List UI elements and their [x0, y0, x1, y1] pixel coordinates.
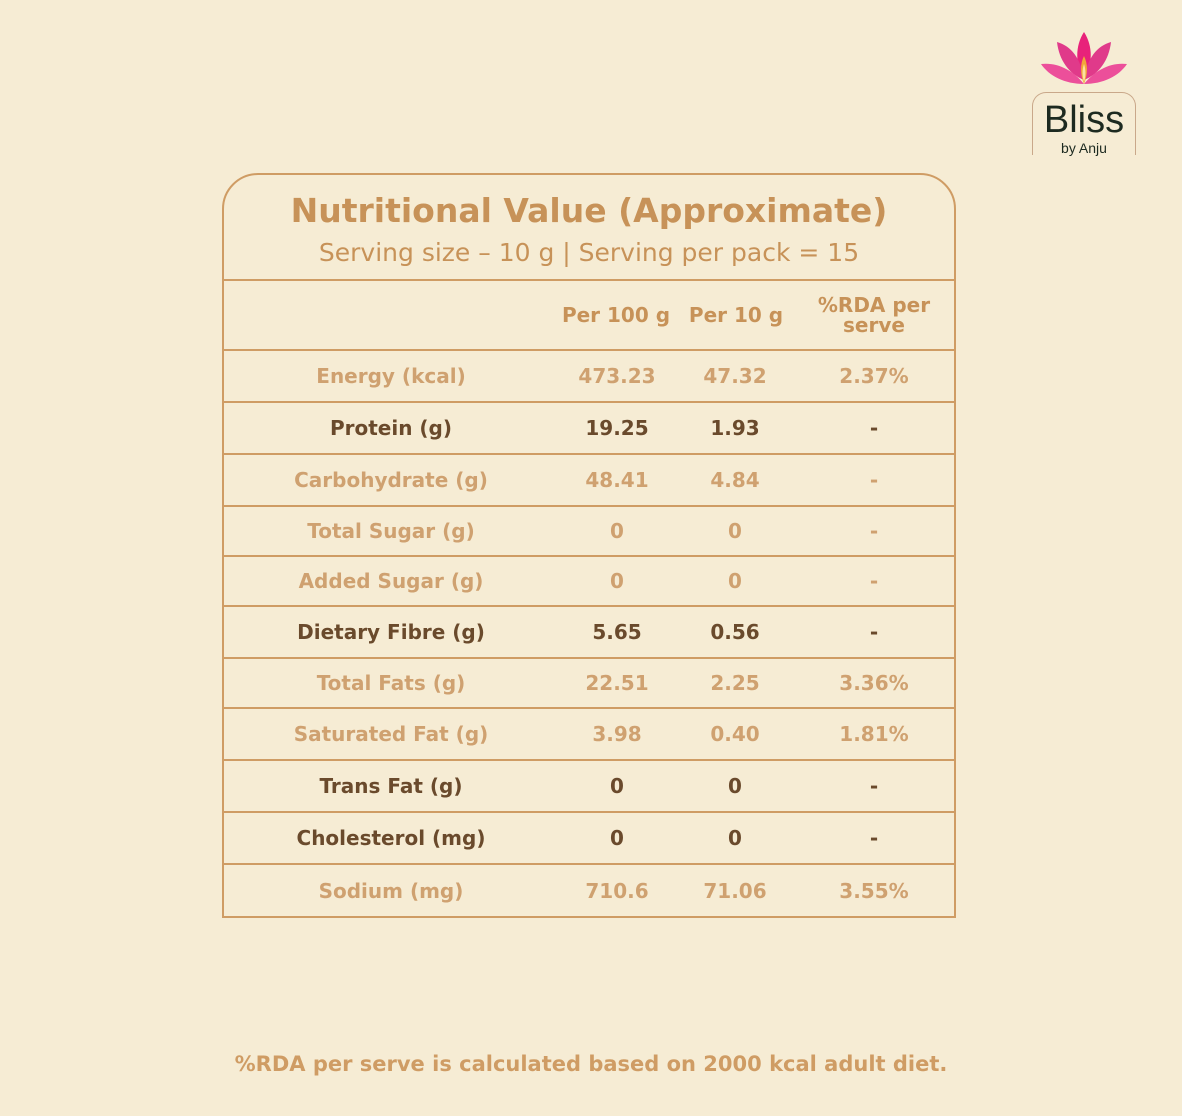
nutrient-name: Dietary Fibre (g) — [297, 620, 485, 644]
value-rda: - — [869, 519, 879, 543]
brand-logo: Bliss by Anju — [1030, 28, 1138, 158]
value-rda: - — [869, 774, 879, 798]
row-divider — [224, 707, 954, 709]
value-per-100g: 3.98 — [592, 722, 642, 746]
table-header-row: Per 100 g Per 10 g %RDA per serve — [224, 281, 954, 349]
row-divider — [224, 349, 954, 351]
nutrient-name: Added Sugar (g) — [298, 569, 484, 593]
row-divider — [224, 555, 954, 557]
value-per-100g: 0 — [610, 826, 624, 850]
nutrient-name: Saturated Fat (g) — [293, 722, 489, 746]
table-row: Carbohydrate (g) 48.41 4.84 - — [224, 455, 954, 505]
row-divider — [224, 811, 954, 813]
value-per-100g: 5.65 — [592, 620, 642, 644]
table-row: Energy (kcal) 473.23 47.32 2.37% — [224, 351, 954, 401]
value-per-10g: 0 — [728, 569, 742, 593]
value-per-10g: 1.93 — [710, 416, 760, 440]
nutrient-name: Carbohydrate (g) — [294, 468, 488, 492]
row-divider — [224, 759, 954, 761]
value-rda: 3.55% — [839, 878, 909, 903]
nutrition-panel: Nutritional Value (Approximate) Serving … — [222, 173, 956, 918]
table-row: Protein (g) 19.25 1.93 - — [224, 403, 954, 453]
nutrient-name: Protein (g) — [329, 416, 453, 440]
nutrient-name: Cholesterol (mg) — [296, 826, 486, 850]
value-per-100g: 473.23 — [578, 364, 656, 388]
value-per-10g: 0 — [728, 774, 742, 798]
header-nutrient — [224, 281, 558, 349]
value-per-10g: 2.25 — [710, 671, 760, 695]
row-divider — [224, 505, 954, 507]
brand-tagline: by Anju — [1061, 140, 1107, 156]
brand-name: Bliss — [1043, 99, 1125, 141]
value-per-100g: 19.25 — [585, 416, 649, 440]
row-divider — [224, 401, 954, 403]
divider — [224, 279, 954, 281]
table-row: Cholesterol (mg) 0 0 - — [224, 813, 954, 863]
footnote: %RDA per serve is calculated based on 20… — [234, 1052, 948, 1076]
row-divider — [224, 453, 954, 455]
row-divider — [224, 657, 954, 659]
value-rda: - — [869, 569, 879, 593]
value-per-100g: 710.6 — [585, 878, 649, 903]
value-per-10g: 4.84 — [710, 468, 760, 492]
value-per-10g: 0.40 — [710, 722, 760, 746]
table-row: Added Sugar (g) 0 0 - — [224, 557, 954, 605]
table-row: Dietary Fibre (g) 5.65 0.56 - — [224, 607, 954, 657]
value-per-10g: 0 — [728, 826, 742, 850]
table-row: Total Fats (g) 22.51 2.25 3.36% — [224, 659, 954, 707]
nutrient-name: Total Sugar (g) — [307, 519, 475, 543]
row-divider — [224, 605, 954, 607]
value-per-100g: 0 — [610, 774, 624, 798]
value-per-10g: 47.32 — [703, 364, 767, 388]
value-per-10g: 0 — [728, 519, 742, 543]
header-rda: %RDA per serve — [817, 293, 931, 337]
value-per-10g: 0.56 — [710, 620, 760, 644]
value-per-100g: 0 — [610, 519, 624, 543]
nutrient-name: Energy (kcal) — [316, 364, 466, 388]
table-row: Sodium (mg) 710.6 71.06 3.55% — [224, 865, 954, 916]
value-rda: 2.37% — [839, 364, 909, 388]
value-rda: - — [869, 826, 879, 850]
nutrient-name: Total Fats (g) — [316, 671, 466, 695]
lotus-icon — [1041, 32, 1127, 84]
value-rda: - — [869, 620, 879, 644]
value-per-100g: 22.51 — [585, 671, 649, 695]
value-per-100g: 48.41 — [585, 468, 649, 492]
table-row: Total Sugar (g) 0 0 - — [224, 507, 954, 555]
table-row: Saturated Fat (g) 3.98 0.40 1.81% — [224, 709, 954, 759]
panel-subtitle: Serving size – 10 g | Serving per pack =… — [318, 238, 860, 267]
table-row: Trans Fat (g) 0 0 - — [224, 761, 954, 811]
header-per-100g: Per 100 g — [561, 303, 671, 327]
row-divider — [224, 863, 954, 865]
nutrient-name: Trans Fat (g) — [319, 774, 463, 798]
value-rda: - — [869, 416, 879, 440]
value-per-100g: 0 — [610, 569, 624, 593]
value-rda: - — [869, 468, 879, 492]
value-rda: 3.36% — [839, 671, 909, 695]
value-rda: 1.81% — [839, 722, 909, 746]
logo-frame — [1032, 92, 1136, 155]
value-per-10g: 71.06 — [703, 878, 767, 903]
header-per-10g: Per 10 g — [688, 303, 784, 327]
nutrient-name: Sodium (mg) — [318, 878, 464, 903]
panel-title: Nutritional Value (Approximate) — [290, 191, 888, 230]
